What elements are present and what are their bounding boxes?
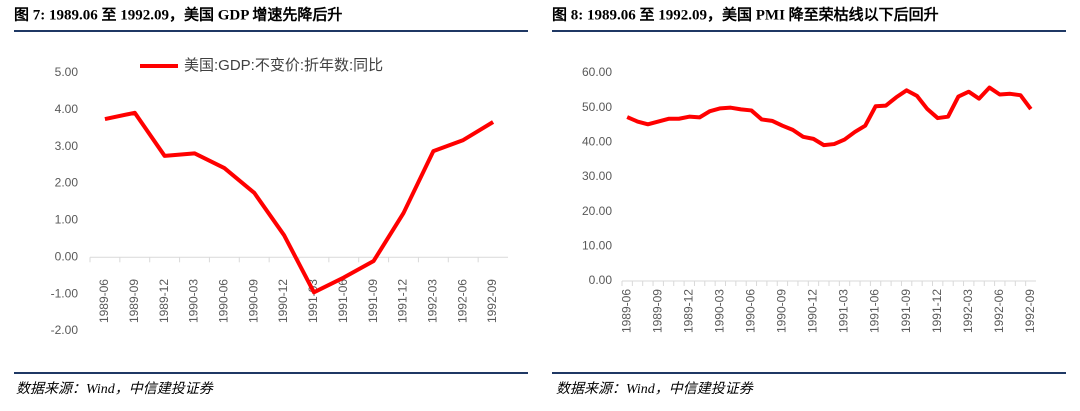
source: 数据来源：Wind，中信建投证券	[556, 381, 754, 397]
x-tick-label: 1991-06	[336, 279, 350, 323]
x-tick-label: 1991-03	[837, 289, 851, 333]
chart-title: 图 7: 1989.06 至 1992.09，美国 GDP 增速先降后升	[14, 5, 342, 23]
x-tick-label: 1992-03	[961, 289, 975, 333]
y-tick-label: 50.00	[582, 100, 612, 114]
x-tick-label: 1989-09	[127, 279, 141, 323]
y-tick-label: 1.00	[55, 213, 79, 227]
y-tick-label: 40.00	[582, 135, 612, 149]
y-tick-label: 3.00	[55, 139, 79, 153]
line	[626, 85, 1033, 148]
x-tick-label: 1990-12	[276, 279, 290, 323]
y-tick-label: 2.00	[55, 176, 79, 190]
x-tick-label: 1989-06	[97, 279, 111, 323]
x-tick-label: 1989-12	[157, 279, 171, 323]
y-tick-label: 5.00	[55, 65, 79, 79]
x-tick-label: 1991-09	[366, 279, 380, 323]
x-tick-label: 1991-12	[930, 289, 944, 333]
chart-title: 图 8: 1989.06 至 1992.09，美国 PMI 降至荣枯线以下后回升	[552, 5, 939, 23]
y-tick-label: -2.00	[51, 323, 79, 337]
x-tick-label: 1992-03	[426, 279, 440, 323]
x-tick-label: 1991-12	[396, 279, 410, 323]
y-tick-label: 0.00	[589, 273, 613, 287]
x-tick-label: 1990-12	[806, 289, 820, 333]
x-tick-label: 1990-09	[775, 289, 789, 333]
x-tick-label: 1992-06	[992, 289, 1006, 333]
x-tick-label: 1990-06	[744, 289, 758, 333]
x-tick-label: 1990-03	[712, 289, 726, 333]
x-tick-label: 1990-06	[217, 279, 231, 323]
x-tick-label: 1992-09	[485, 279, 499, 323]
x-tick-label: 1990-09	[246, 279, 260, 323]
legend-label: 美国:GDP:不变价:折年数:同比	[184, 57, 383, 74]
y-tick-label: 10.00	[582, 239, 612, 253]
source: 数据来源：Wind，中信建投证券	[16, 381, 214, 397]
y-tick-label: 0.00	[55, 249, 79, 263]
y-tick-label: 60.00	[582, 65, 612, 79]
x-tick-label: 1991-09	[899, 289, 913, 333]
y-tick-label: 20.00	[582, 204, 612, 218]
x-tick-label: 1989-09	[650, 289, 664, 333]
line	[104, 110, 495, 295]
x-tick-label: 1992-06	[455, 279, 469, 323]
y-tick-label: 30.00	[582, 169, 612, 183]
x-tick-label: 1989-06	[619, 289, 633, 333]
y-tick-label: 4.00	[55, 102, 79, 116]
x-tick-label: 1989-12	[681, 289, 695, 333]
x-tick-label: 1991-06	[868, 289, 882, 333]
x-tick-label: 1992-09	[1023, 289, 1037, 333]
y-tick-label: -1.00	[51, 286, 79, 300]
x-tick-label: 1990-03	[187, 279, 201, 323]
